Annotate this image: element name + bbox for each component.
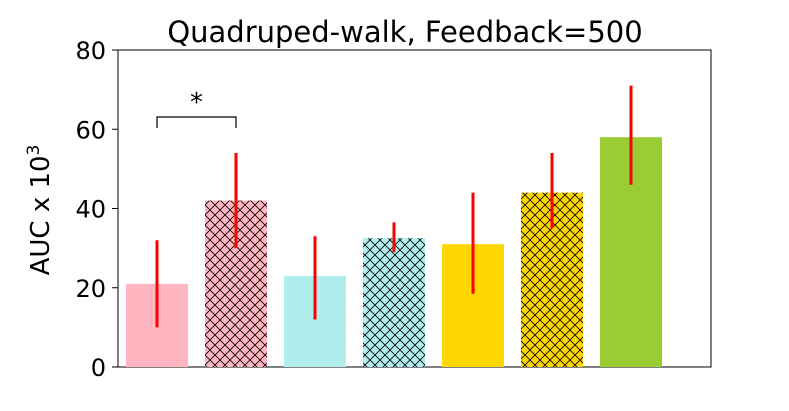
y-tick-label: 60 (75, 116, 106, 144)
bar-hatch (363, 238, 425, 367)
y-axis-label: AUC x 103 (24, 145, 56, 276)
plot-area: 0 20 40 60 80 * (75, 37, 712, 382)
y-axis-label-base: AUC x 10 (26, 155, 56, 275)
y-tick-label: 20 (75, 275, 106, 303)
y-tick-label: 80 (75, 37, 106, 65)
y-axis-label-exponent: 3 (24, 145, 44, 156)
significance-bracket (156, 116, 237, 128)
significance-label: * (190, 88, 203, 118)
y-tick-label: 40 (75, 196, 106, 224)
y-tick-label: 0 (91, 354, 106, 382)
chart-title: Quadruped-walk, Feedback=500 (167, 15, 642, 49)
